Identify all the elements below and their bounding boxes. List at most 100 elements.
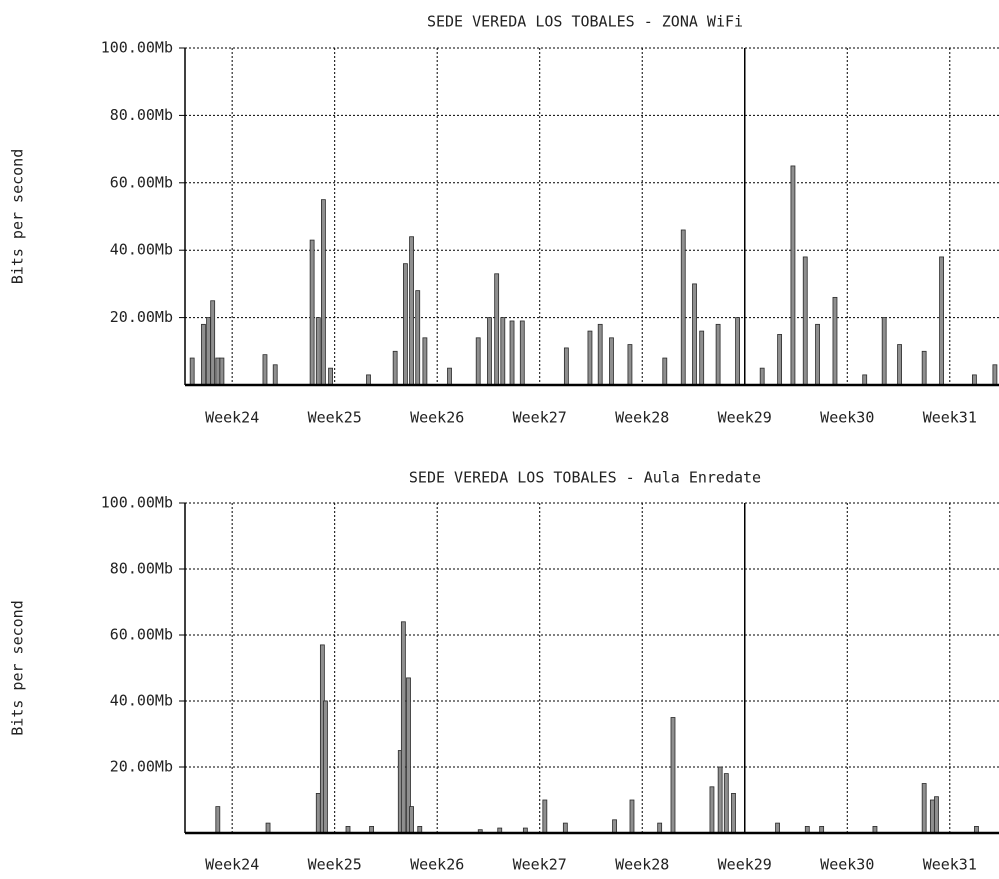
bar [777, 334, 783, 386]
bar [315, 793, 321, 834]
bar [201, 323, 206, 386]
bar [709, 786, 715, 834]
bar [262, 354, 268, 386]
bar [494, 273, 500, 386]
bar [403, 263, 408, 386]
y-tick-label: 20.00Mb [110, 758, 173, 776]
bar [500, 317, 506, 386]
x-tick-label: Week30 [820, 409, 874, 427]
bar [657, 822, 663, 834]
bar [366, 374, 371, 386]
bar [759, 367, 765, 386]
bar [323, 700, 328, 834]
bar [929, 799, 935, 834]
bar [802, 256, 808, 386]
bar [627, 344, 633, 386]
bar [509, 320, 515, 386]
bar [612, 819, 617, 834]
bar [971, 374, 977, 386]
bar [215, 806, 221, 834]
x-tick-label: Week25 [308, 409, 362, 427]
bar [629, 799, 635, 834]
bar [597, 323, 603, 386]
bar [392, 350, 398, 386]
x-tick-label: Week29 [718, 856, 772, 874]
y-tick-label: 60.00Mb [110, 626, 173, 644]
bar [862, 374, 868, 386]
bar [815, 323, 820, 386]
bar [206, 317, 211, 386]
x-tick-label: Week26 [410, 856, 464, 874]
bar [309, 239, 315, 386]
x-tick-label: Week25 [308, 856, 362, 874]
bar [409, 806, 414, 834]
y-tick-label: 60.00Mb [110, 173, 173, 191]
bar [562, 822, 568, 834]
bar [587, 330, 593, 386]
x-tick-label: Week26 [410, 409, 464, 427]
bar [715, 323, 721, 386]
bar [409, 236, 414, 386]
bar [519, 320, 525, 386]
bar [219, 357, 225, 386]
bar [272, 364, 278, 386]
bar [723, 773, 729, 834]
bar [717, 766, 723, 834]
bar [609, 337, 614, 386]
bar [265, 822, 271, 834]
y-tick-label: 40.00Mb [110, 692, 173, 710]
y-axis-label: Bits per second [9, 149, 27, 284]
bar [670, 717, 676, 834]
bar [422, 337, 428, 386]
bar [189, 357, 195, 386]
chart-title: SEDE VEREDA LOS TOBALES - Aula Enredate [409, 469, 761, 487]
chart-title: SEDE VEREDA LOS TOBALES - ZONA WiFi [427, 13, 743, 31]
x-tick-label: Week30 [820, 856, 874, 874]
bar [731, 793, 736, 834]
x-tick-label: Week27 [513, 409, 567, 427]
bar [934, 796, 939, 834]
bar [775, 822, 780, 834]
x-tick-label: Week31 [923, 409, 977, 427]
bar [939, 256, 944, 386]
bar [680, 229, 686, 386]
bar [321, 199, 326, 386]
bar [921, 350, 927, 386]
bar [897, 344, 902, 386]
bar [415, 290, 421, 386]
x-tick-label: Week31 [923, 856, 977, 874]
x-tick-label: Week24 [205, 856, 259, 874]
bar [992, 364, 998, 386]
y-axis-label: Bits per second [9, 600, 27, 735]
bar [699, 330, 705, 386]
bar [215, 357, 221, 386]
bar [563, 347, 569, 386]
bar [790, 165, 796, 386]
bar [447, 367, 452, 386]
bar [328, 367, 333, 386]
y-tick-label: 100.00Mb [101, 494, 173, 512]
bar [475, 337, 481, 386]
bar [832, 296, 838, 386]
bar [542, 799, 548, 834]
y-tick-label: 80.00Mb [110, 106, 173, 124]
x-tick-label: Week28 [615, 409, 669, 427]
bar [315, 317, 321, 386]
y-tick-label: 20.00Mb [110, 308, 173, 326]
bar [487, 317, 492, 386]
y-tick-label: 100.00Mb [101, 39, 173, 57]
bar [692, 283, 697, 386]
x-tick-label: Week24 [205, 409, 259, 427]
y-tick-label: 40.00Mb [110, 241, 173, 259]
x-tick-label: Week27 [513, 856, 567, 874]
bar [735, 317, 740, 386]
y-tick-label: 80.00Mb [110, 560, 173, 578]
bar [881, 317, 887, 386]
bar [921, 783, 927, 834]
bar [662, 357, 668, 386]
bar [210, 300, 216, 386]
bar [400, 621, 406, 834]
x-tick-label: Week28 [615, 856, 669, 874]
x-tick-label: Week29 [718, 409, 772, 427]
